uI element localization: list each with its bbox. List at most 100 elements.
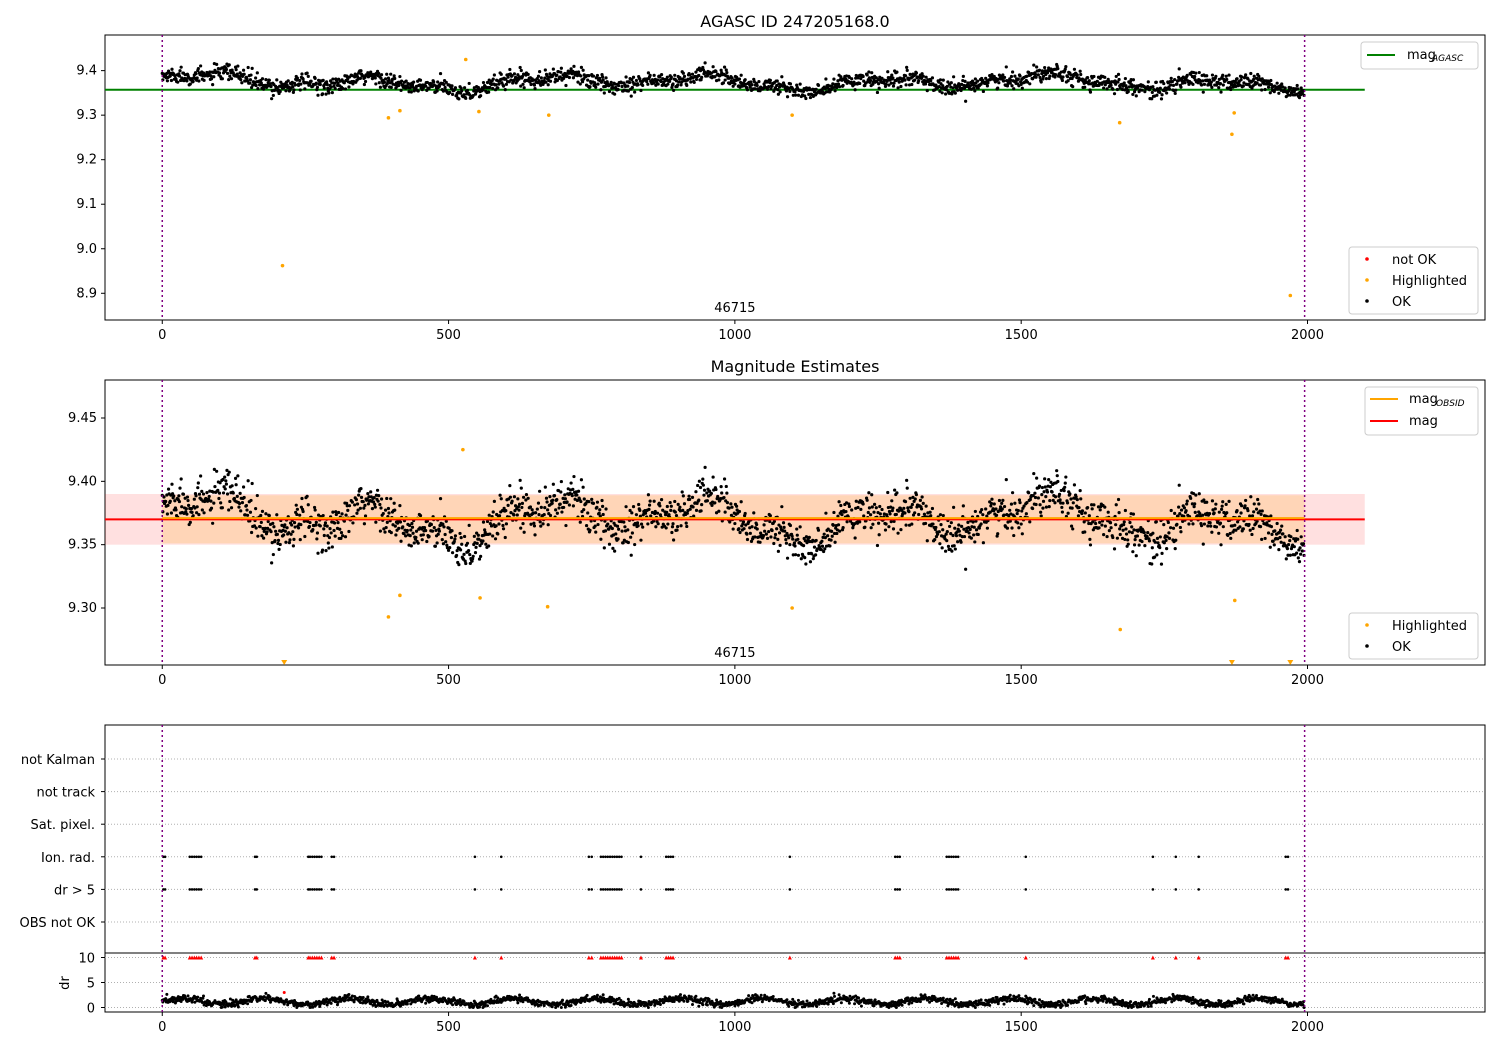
ok-point	[374, 520, 378, 524]
ok-point	[191, 79, 195, 83]
ok-point	[918, 498, 923, 502]
flag-event-point	[587, 888, 591, 891]
ok-point	[165, 79, 170, 83]
ok-point	[655, 78, 660, 82]
highlighted-point	[386, 615, 391, 619]
ok-point	[188, 82, 192, 86]
ok-point	[245, 513, 250, 517]
ok-point	[401, 525, 405, 529]
ok-point	[651, 81, 656, 85]
ok-point	[341, 534, 345, 538]
ok-point	[534, 511, 538, 515]
ok-point	[421, 533, 425, 537]
ok-point	[307, 524, 312, 529]
ok-point	[1121, 528, 1125, 532]
ok-point	[213, 484, 217, 489]
x-tick-label: 500	[436, 673, 461, 688]
ok-point	[446, 548, 451, 552]
ok-point	[373, 76, 377, 80]
ok-point	[1131, 92, 1135, 97]
ok-point	[311, 527, 315, 532]
ok-point	[599, 537, 603, 541]
ok-point	[503, 535, 507, 540]
ok-point	[741, 520, 746, 524]
ok-point	[1239, 511, 1243, 515]
ok-point	[579, 65, 584, 69]
flag-event-point	[315, 855, 319, 859]
ok-point	[1057, 492, 1062, 496]
flag-event-point	[1151, 888, 1155, 891]
ok-point	[433, 544, 437, 548]
ok-point	[200, 489, 204, 493]
ok-point	[1016, 521, 1020, 525]
ok-point	[1240, 75, 1244, 79]
ok-point	[572, 474, 576, 479]
dr-point	[585, 993, 589, 997]
ok-point	[945, 530, 949, 534]
ok-point	[1056, 67, 1060, 71]
ok-point	[340, 512, 344, 516]
ok-point	[1006, 513, 1011, 518]
dr-point	[564, 1003, 568, 1007]
ok-point	[502, 506, 506, 510]
ok-point	[990, 72, 994, 77]
ok-point	[989, 501, 994, 506]
ok-point	[1199, 524, 1204, 528]
ok-point	[938, 542, 942, 546]
ok-point	[516, 505, 521, 509]
ok-point	[595, 505, 599, 509]
ok-point	[255, 493, 259, 498]
ok-point	[1036, 73, 1040, 77]
ok-point	[519, 84, 523, 88]
ok-point	[966, 520, 970, 524]
ok-point	[313, 76, 317, 80]
flag-event-point	[952, 888, 955, 891]
ok-point	[972, 86, 976, 90]
flag-event-point	[898, 888, 902, 891]
ok-point	[861, 74, 865, 79]
ok-point	[783, 529, 787, 533]
ok-point	[1193, 510, 1197, 514]
ok-point	[659, 79, 663, 84]
ok-point	[814, 553, 818, 557]
ok-point	[504, 522, 509, 526]
ok-point	[231, 491, 235, 495]
ok-point	[264, 78, 268, 82]
ok-point	[498, 493, 502, 497]
axes-frame	[104, 724, 1486, 1013]
ok-point	[859, 76, 863, 81]
ok-point	[1288, 93, 1292, 97]
ok-point	[553, 80, 557, 84]
ok-point	[248, 81, 252, 85]
ok-point	[750, 83, 754, 87]
ok-point	[890, 73, 894, 77]
ok-point	[784, 89, 789, 93]
ok-point	[185, 512, 189, 516]
ok-point	[179, 65, 183, 69]
legend-label: mag	[1409, 392, 1438, 407]
ok-point	[702, 488, 707, 492]
ok-point	[1298, 546, 1302, 550]
ok-point	[229, 506, 234, 510]
ok-point	[1243, 504, 1247, 508]
ok-point	[877, 86, 881, 90]
ok-point	[571, 76, 575, 80]
ok-point	[228, 74, 232, 78]
ok-point	[1234, 528, 1238, 532]
ok-point	[1289, 535, 1293, 539]
ok-point	[378, 85, 383, 89]
ok-point	[981, 513, 985, 517]
ok-point	[184, 510, 188, 514]
flag-event-point	[317, 855, 321, 859]
ok-point	[1038, 503, 1042, 507]
ok-point	[867, 491, 871, 495]
ok-point	[699, 509, 703, 513]
ok-point	[1116, 72, 1121, 76]
ok-point	[1225, 511, 1229, 515]
ok-point	[974, 528, 979, 532]
ok-point	[1289, 86, 1293, 90]
ok-point	[1201, 513, 1205, 517]
ok-point	[943, 549, 948, 553]
ok-point	[907, 510, 911, 514]
